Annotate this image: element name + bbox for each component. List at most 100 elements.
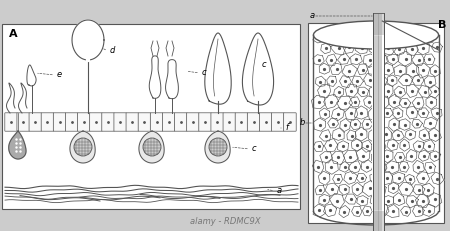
Polygon shape (383, 196, 394, 206)
Polygon shape (324, 94, 339, 109)
Polygon shape (351, 139, 362, 151)
Polygon shape (399, 182, 414, 195)
Polygon shape (382, 108, 393, 118)
Polygon shape (399, 51, 412, 66)
Polygon shape (166, 60, 178, 99)
Polygon shape (330, 63, 342, 74)
FancyBboxPatch shape (53, 113, 66, 131)
Polygon shape (355, 127, 367, 141)
Polygon shape (315, 185, 325, 195)
Polygon shape (368, 63, 380, 78)
Polygon shape (418, 108, 429, 118)
Polygon shape (374, 140, 386, 152)
Polygon shape (416, 171, 430, 185)
Polygon shape (321, 43, 331, 54)
Polygon shape (387, 75, 397, 86)
Polygon shape (205, 131, 230, 163)
Polygon shape (356, 147, 370, 163)
Text: a: a (310, 11, 315, 20)
Polygon shape (342, 64, 357, 78)
Polygon shape (340, 119, 351, 131)
Polygon shape (331, 41, 346, 55)
Polygon shape (412, 75, 424, 85)
FancyBboxPatch shape (175, 113, 187, 131)
FancyBboxPatch shape (5, 113, 17, 131)
Polygon shape (319, 195, 330, 205)
Polygon shape (425, 162, 435, 174)
Polygon shape (350, 119, 361, 130)
FancyBboxPatch shape (271, 113, 284, 131)
Polygon shape (318, 84, 331, 97)
Polygon shape (243, 33, 274, 105)
FancyBboxPatch shape (138, 113, 151, 131)
Polygon shape (375, 119, 384, 129)
Polygon shape (399, 161, 409, 172)
Polygon shape (393, 108, 403, 119)
Polygon shape (27, 65, 36, 86)
Polygon shape (364, 96, 374, 108)
Bar (308, 23, 444, 223)
Polygon shape (387, 29, 400, 44)
Polygon shape (338, 32, 350, 44)
Polygon shape (376, 203, 389, 216)
Polygon shape (430, 151, 441, 161)
Polygon shape (9, 131, 26, 159)
FancyBboxPatch shape (259, 113, 272, 131)
Polygon shape (405, 129, 416, 140)
Polygon shape (373, 182, 386, 197)
Polygon shape (374, 96, 389, 109)
Polygon shape (331, 151, 345, 164)
Ellipse shape (314, 21, 439, 49)
Polygon shape (149, 56, 161, 98)
Text: e: e (57, 70, 62, 79)
Polygon shape (325, 183, 339, 196)
Polygon shape (428, 193, 442, 207)
Polygon shape (340, 184, 349, 195)
Polygon shape (72, 20, 104, 60)
Polygon shape (417, 43, 429, 55)
FancyBboxPatch shape (314, 35, 439, 211)
Polygon shape (340, 161, 349, 172)
Polygon shape (319, 63, 329, 74)
Polygon shape (364, 54, 377, 67)
Polygon shape (333, 174, 342, 183)
Polygon shape (413, 160, 424, 174)
FancyBboxPatch shape (29, 113, 41, 131)
Polygon shape (423, 117, 437, 129)
Polygon shape (362, 206, 372, 216)
Polygon shape (369, 43, 382, 55)
Polygon shape (394, 152, 405, 163)
Polygon shape (319, 108, 330, 119)
Polygon shape (431, 108, 442, 119)
Text: f: f (285, 123, 288, 132)
Polygon shape (412, 98, 424, 110)
Polygon shape (418, 150, 430, 161)
Polygon shape (423, 204, 435, 216)
Ellipse shape (74, 138, 92, 156)
Polygon shape (337, 96, 352, 110)
Polygon shape (332, 107, 344, 121)
Polygon shape (389, 118, 400, 131)
Polygon shape (370, 195, 382, 206)
Polygon shape (139, 131, 164, 163)
FancyBboxPatch shape (41, 113, 54, 131)
Polygon shape (339, 76, 351, 88)
Text: a: a (277, 186, 282, 195)
Polygon shape (430, 65, 441, 77)
FancyBboxPatch shape (90, 113, 102, 131)
Text: c: c (262, 60, 266, 69)
Polygon shape (319, 171, 330, 185)
Polygon shape (389, 94, 400, 108)
Polygon shape (387, 54, 398, 65)
Polygon shape (406, 43, 419, 55)
Polygon shape (400, 139, 410, 151)
Polygon shape (344, 171, 358, 184)
Polygon shape (392, 130, 404, 141)
Polygon shape (407, 63, 419, 77)
Polygon shape (357, 196, 368, 206)
Polygon shape (313, 141, 324, 152)
Polygon shape (358, 87, 369, 97)
Polygon shape (368, 108, 381, 120)
Polygon shape (313, 55, 324, 65)
Polygon shape (347, 130, 356, 140)
